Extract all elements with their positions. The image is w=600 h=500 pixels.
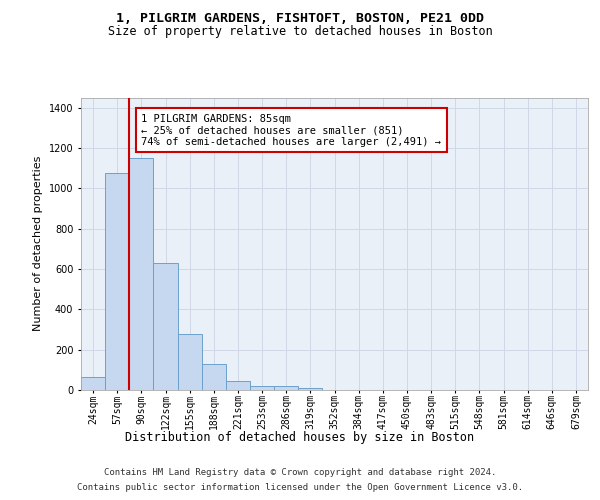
Bar <box>202 364 226 390</box>
Text: Distribution of detached houses by size in Boston: Distribution of detached houses by size … <box>125 431 475 444</box>
Bar <box>250 386 274 390</box>
Text: Size of property relative to detached houses in Boston: Size of property relative to detached ho… <box>107 25 493 38</box>
Bar <box>154 263 178 390</box>
Bar <box>105 173 129 390</box>
Text: 1 PILGRIM GARDENS: 85sqm
← 25% of detached houses are smaller (851)
74% of semi-: 1 PILGRIM GARDENS: 85sqm ← 25% of detach… <box>142 114 442 147</box>
Text: Contains HM Land Registry data © Crown copyright and database right 2024.: Contains HM Land Registry data © Crown c… <box>104 468 496 477</box>
Bar <box>81 378 105 390</box>
Bar <box>129 158 154 390</box>
Bar <box>274 386 298 390</box>
Bar <box>226 381 250 390</box>
Text: Contains public sector information licensed under the Open Government Licence v3: Contains public sector information licen… <box>77 483 523 492</box>
Text: 1, PILGRIM GARDENS, FISHTOFT, BOSTON, PE21 0DD: 1, PILGRIM GARDENS, FISHTOFT, BOSTON, PE… <box>116 12 484 26</box>
Bar <box>178 334 202 390</box>
Y-axis label: Number of detached properties: Number of detached properties <box>33 156 43 332</box>
Bar <box>298 388 322 390</box>
